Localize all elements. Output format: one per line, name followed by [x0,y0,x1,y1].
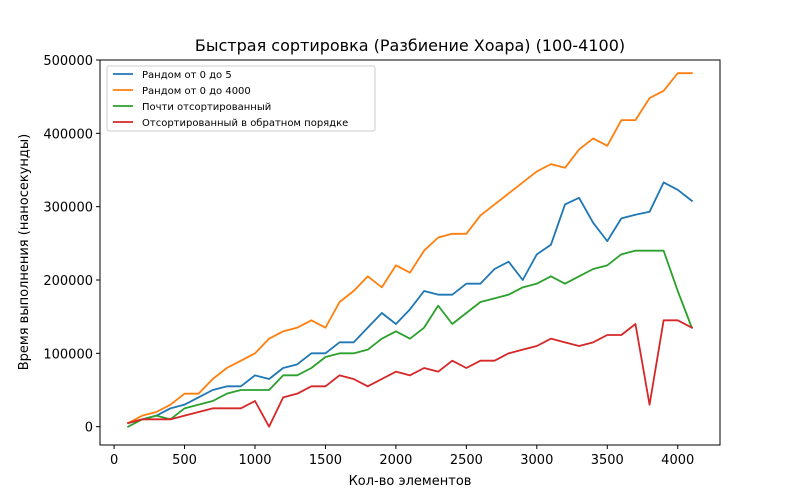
y-tick-label: 400000 [43,127,93,142]
plot-frame [99,59,721,446]
x-tick-label: 0 [110,453,118,468]
x-axis-label: Кол-во элементов [349,474,472,489]
chart-title: Быстрая сортировка (Разбиение Хоара) (10… [195,36,625,55]
legend-label: Рандом от 0 до 5 [142,70,232,81]
x-tick-label: 2500 [450,453,483,468]
series-line-3 [126,249,693,428]
legend-label: Почти отсортированный [142,102,271,113]
y-tick-label: 200000 [43,274,93,289]
y-tick-label: 100000 [43,347,93,362]
series-line-1 [127,181,694,425]
x-axis: 0 500 1000 1500 2000 2500 3000 3500 4000 [110,445,694,468]
legend-label: Рандом от 0 до 4000 [142,86,251,97]
x-tick-label: 3500 [591,453,624,468]
legend-box [106,65,376,132]
y-tick-label: 0 [85,421,93,436]
plot-area [126,72,694,428]
x-tick-label: 3000 [520,453,553,468]
x-tick-label: 4000 [661,453,694,468]
x-tick-label: 1500 [309,453,342,468]
y-tick-label: 300000 [43,201,93,216]
y-axis-label: Время выполнения (наносекунды) [17,134,32,371]
legend-label: Отсортированный в обратном порядке [142,118,348,129]
legend: Рандом от 0 до 5 Рандом от 0 до 4000 Почти… [106,65,376,132]
x-tick-label: 1000 [238,453,271,468]
x-tick-label: 2000 [379,453,412,468]
y-axis: 0 100000 200000 300000 400000 500000 [43,54,100,436]
y-tick-label: 500000 [43,54,93,69]
x-tick-label: 500 [172,453,197,468]
series-line-4 [127,319,694,428]
series-line-2 [126,72,693,425]
